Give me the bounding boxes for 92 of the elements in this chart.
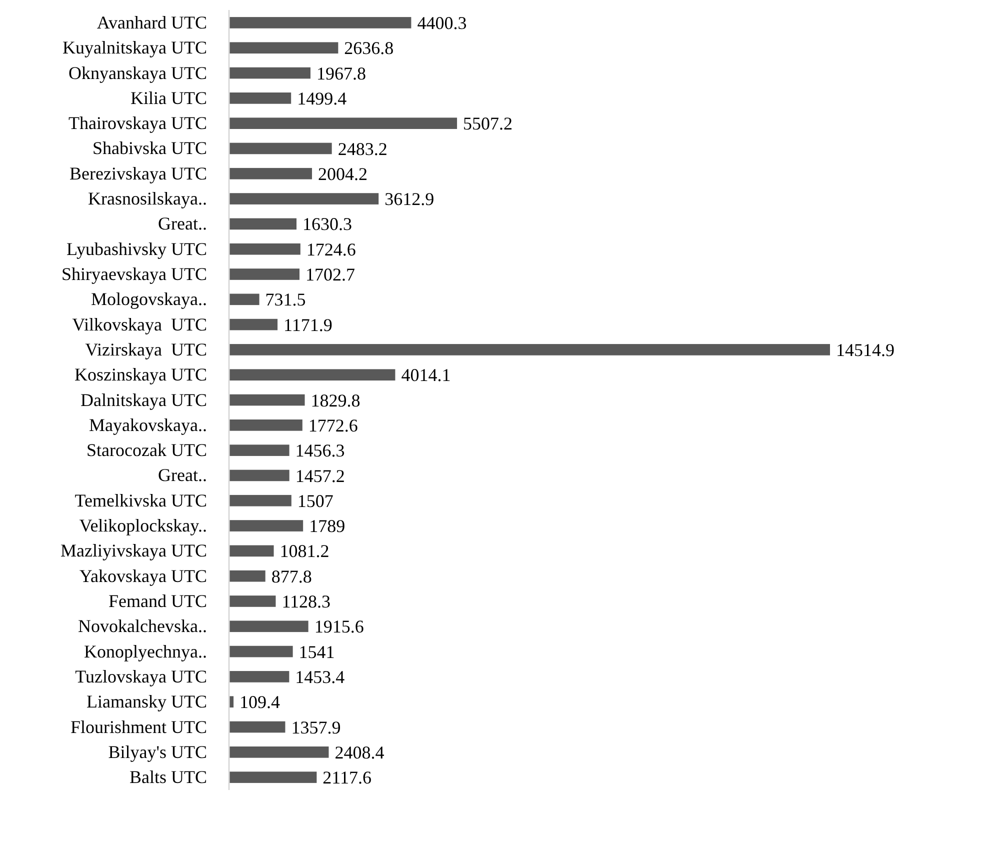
y-tick-label: Yakovskaya UTC — [79, 566, 207, 586]
bar — [229, 168, 312, 180]
y-tick-label: Vilkovskaya UTC — [72, 314, 207, 334]
y-tick-label: Konoplyechnya.. — [84, 641, 207, 662]
bar — [229, 294, 260, 306]
data-label: 109.4 — [240, 692, 280, 712]
y-tick-label: Tuzlovskaya UTC — [75, 666, 207, 686]
bar — [229, 17, 412, 28]
data-label: 1915.6 — [314, 616, 364, 637]
bar — [229, 520, 304, 532]
y-tick-label: Koszinskaya UTC — [74, 364, 207, 385]
data-label: 1357.9 — [291, 717, 341, 738]
bar — [229, 545, 274, 557]
bar — [229, 142, 332, 154]
y-tick-label: Great.. — [158, 465, 207, 486]
data-label: 1081.2 — [280, 541, 330, 562]
y-tick-label: Shabivska UTC — [92, 138, 207, 158]
y-tick-label: Novokalchevska.. — [78, 616, 207, 636]
bar — [229, 721, 286, 733]
bar — [229, 570, 266, 582]
data-label: 1453.4 — [295, 666, 345, 687]
data-label: 1499.4 — [297, 88, 347, 108]
bar — [229, 470, 290, 482]
bar — [229, 344, 830, 356]
bar — [229, 620, 308, 632]
data-label: 4400.3 — [417, 13, 467, 33]
data-label: 1702.7 — [306, 264, 355, 285]
y-tick-label: Temelkivska UTC — [74, 490, 207, 510]
bar — [229, 596, 276, 607]
bar — [229, 218, 297, 230]
y-tick-label: Dalnitskaya UTC — [80, 390, 207, 410]
data-label: 2117.6 — [322, 768, 372, 788]
y-tick-label: Starocozak UTC — [86, 440, 207, 460]
bar — [229, 494, 292, 506]
bar — [229, 268, 300, 280]
y-tick-label: Avanhard UTC — [96, 12, 207, 32]
bar — [229, 444, 290, 456]
y-tick-label: Great.. — [158, 214, 207, 234]
y-tick-label: Kilia UTC — [130, 88, 207, 108]
y-tick-label: Kuyalnitskaya UTC — [62, 38, 207, 58]
y-tick-label: Shiryaevskaya UTC — [62, 264, 207, 284]
data-label: 1630.3 — [302, 214, 352, 234]
data-label: 1507 — [297, 490, 334, 511]
data-label: 1724.6 — [306, 239, 356, 260]
y-tick-label: Mayakovskaya.. — [89, 414, 207, 435]
data-label: 1541 — [298, 642, 335, 662]
data-label: 877.8 — [271, 566, 312, 586]
bar — [229, 394, 305, 406]
data-label: 2483.2 — [338, 138, 388, 159]
data-label: 1772.6 — [308, 415, 358, 436]
y-tick-label: Flourishment UTC — [70, 716, 207, 737]
bar — [229, 671, 290, 682]
y-tick-label: Mazliyivskaya UTC — [60, 540, 207, 561]
bar — [229, 419, 302, 431]
bar — [229, 92, 292, 104]
y-tick-label: Thairovskaya UTC — [68, 113, 207, 134]
y-tick-label: Lyubashivsky UTC — [66, 238, 207, 259]
data-label: 1457.2 — [295, 466, 345, 486]
y-tick-label: Berezivskaya UTC — [70, 163, 207, 184]
y-tick-label: Femand UTC — [108, 590, 207, 611]
data-label: 1171.9 — [284, 314, 332, 335]
data-label: 1456.3 — [295, 440, 345, 461]
data-label: 1967.8 — [316, 63, 366, 84]
bar — [229, 193, 379, 204]
data-label: 14514.9 — [836, 340, 894, 360]
y-tick-label: Liamansky UTC — [86, 692, 207, 712]
y-tick-label: Bilyay's UTC — [108, 742, 207, 762]
bar — [229, 118, 458, 129]
bar — [229, 646, 293, 658]
bar — [229, 67, 310, 79]
y-tick-label: Vizirskaya UTC — [85, 339, 207, 360]
y-tick-label: Krasnosilskaya.. — [88, 188, 207, 209]
data-label: 1128.3 — [282, 592, 331, 612]
data-label: 2004.2 — [318, 164, 368, 184]
data-label: 5507.2 — [463, 114, 513, 134]
y-tick-label: Velikoplockskay.. — [79, 516, 207, 536]
data-label: 2636.8 — [344, 38, 394, 58]
data-label: 2408.4 — [334, 742, 384, 762]
y-tick-label: Oknyanskaya UTC — [68, 62, 207, 83]
data-label: 1789 — [309, 516, 346, 536]
bar — [229, 772, 317, 783]
data-label: 731.5 — [265, 290, 306, 310]
bar — [229, 42, 338, 54]
data-label: 4014.1 — [401, 365, 451, 386]
y-tick-label: Balts UTC — [129, 767, 207, 788]
data-label: 3612.9 — [384, 189, 434, 210]
y-tick-label: Mologovskaya.. — [91, 289, 207, 310]
data-label: 1829.8 — [310, 390, 360, 410]
bar — [229, 746, 329, 758]
bar — [229, 369, 396, 381]
bar — [229, 318, 278, 330]
bar — [229, 243, 300, 255]
